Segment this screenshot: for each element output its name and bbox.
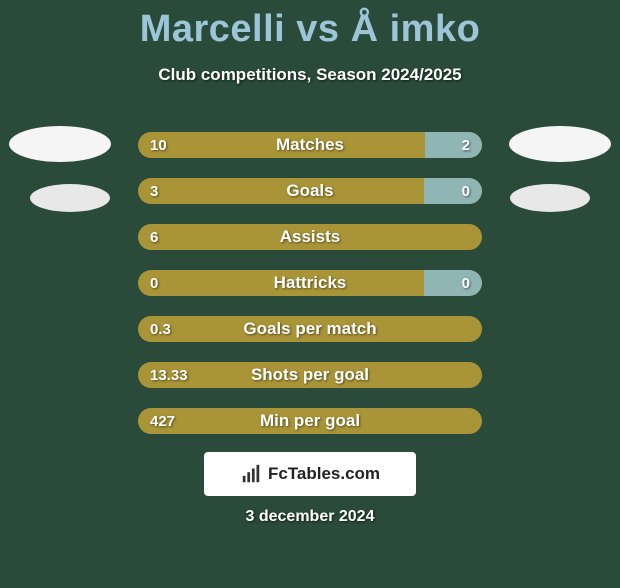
page-title: Marcelli vs Å imko — [0, 8, 620, 51]
stat-value-right: 2 — [462, 132, 470, 158]
stat-value-right: 0 — [462, 270, 470, 296]
logo-text: FcTables.com — [268, 464, 380, 484]
stat-value-right: 0 — [462, 178, 470, 204]
stat-label: Goals per match — [138, 316, 482, 342]
stat-row: 3Goals0 — [138, 178, 482, 204]
stat-row: 6Assists — [138, 224, 482, 250]
stat-row: 13.33Shots per goal — [138, 362, 482, 388]
player-left-avatar — [9, 126, 111, 162]
stat-label: Hattricks — [138, 270, 482, 296]
player-right-avatar — [509, 126, 611, 162]
player-right-club-badge — [510, 184, 590, 212]
stat-label: Goals — [138, 178, 482, 204]
bar-chart-icon — [240, 463, 262, 485]
stat-row: 10Matches2 — [138, 132, 482, 158]
fctables-logo[interactable]: FcTables.com — [204, 452, 416, 496]
stat-label: Min per goal — [138, 408, 482, 434]
stat-row: 0.3Goals per match — [138, 316, 482, 342]
stat-label: Assists — [138, 224, 482, 250]
player-left-club-badge — [30, 184, 110, 212]
stat-row: 0Hattricks0 — [138, 270, 482, 296]
date-label: 3 december 2024 — [0, 508, 620, 526]
stat-row: 427Min per goal — [138, 408, 482, 434]
subtitle: Club competitions, Season 2024/2025 — [0, 65, 620, 85]
stat-label: Shots per goal — [138, 362, 482, 388]
stats-container: 10Matches23Goals06Assists0Hattricks00.3G… — [138, 132, 482, 454]
stat-label: Matches — [138, 132, 482, 158]
